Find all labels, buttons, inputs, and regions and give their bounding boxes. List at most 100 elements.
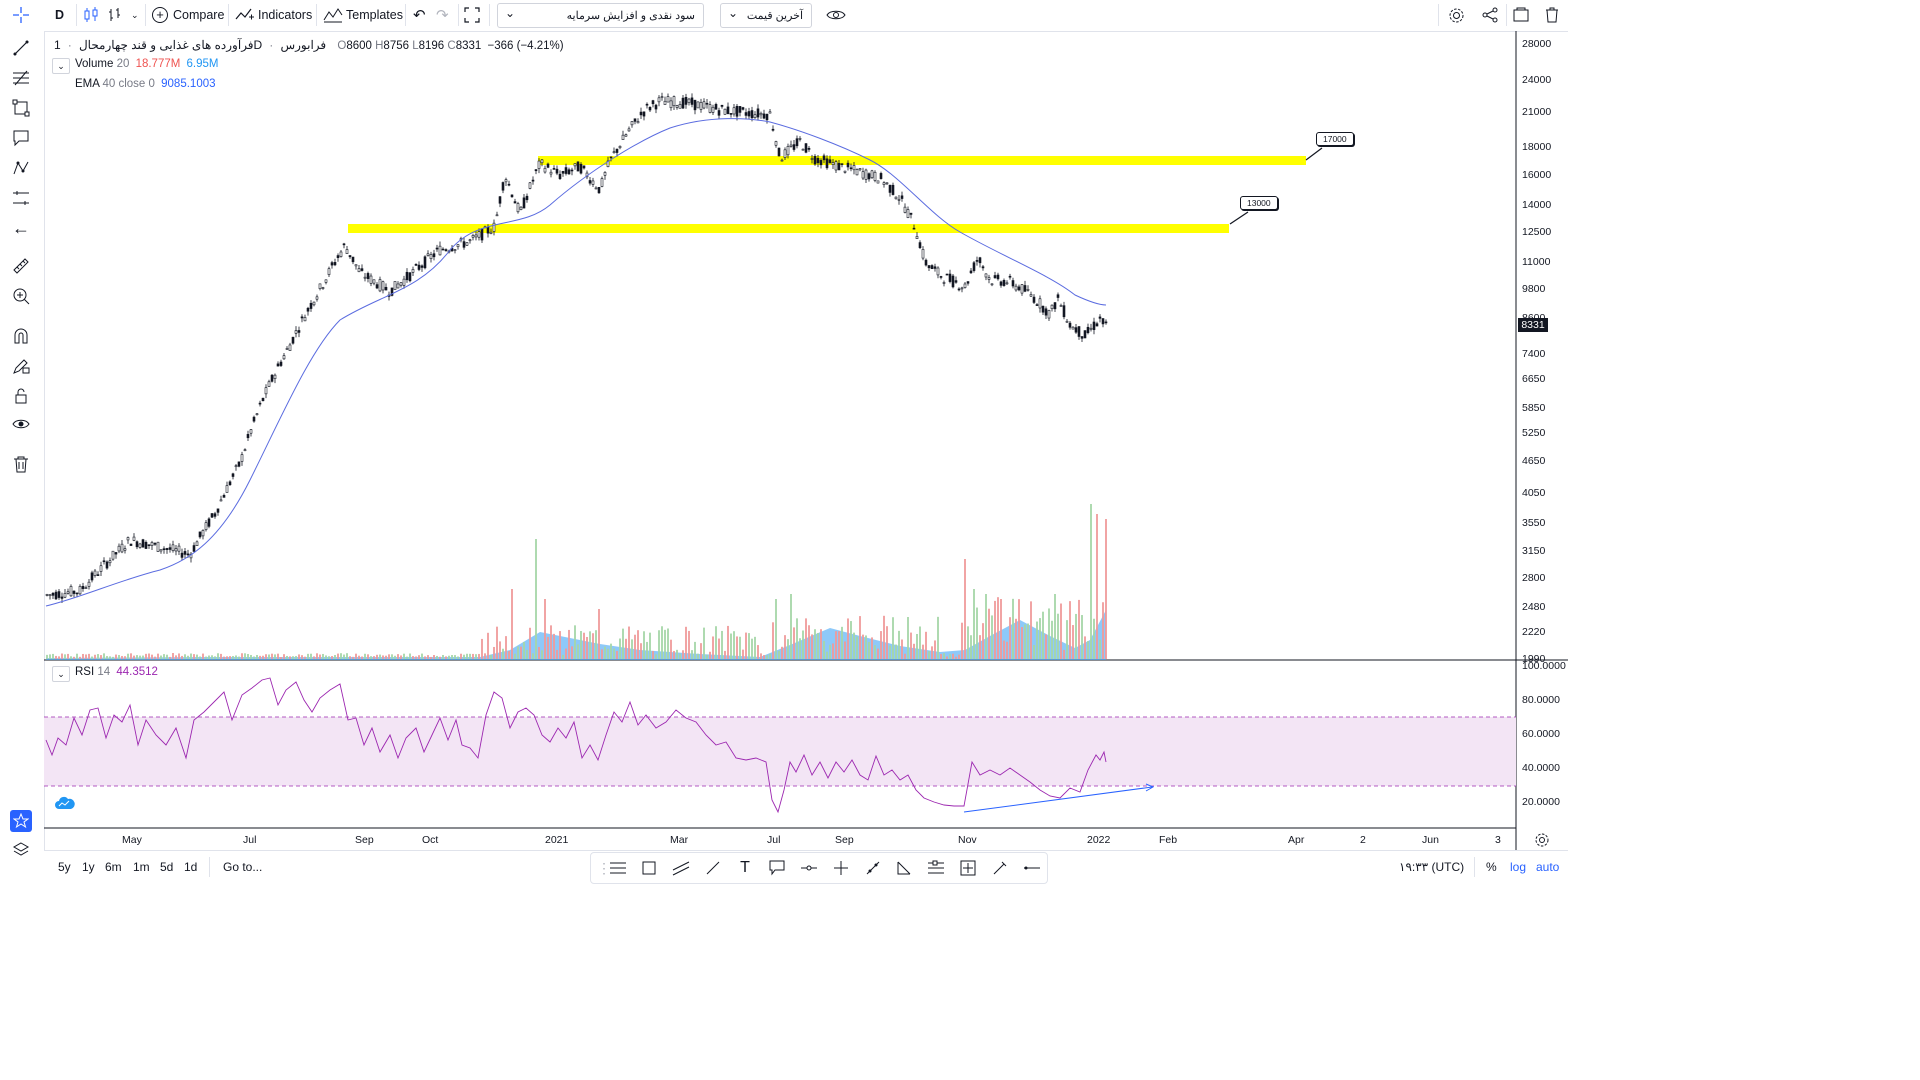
interval-button[interactable]: D <box>55 8 65 22</box>
fib-tool-icon[interactable] <box>10 67 32 89</box>
ruler-icon[interactable] <box>10 255 32 277</box>
range-1y[interactable]: 1y <box>82 860 95 874</box>
chevron-down-icon[interactable]: ⌄ <box>131 9 139 20</box>
candle-body <box>1086 326 1090 334</box>
eye-icon[interactable] <box>826 3 846 27</box>
rectangle-tool-icon[interactable] <box>10 97 32 119</box>
visibility-icon[interactable] <box>10 413 32 435</box>
candles-icon[interactable] <box>83 3 99 27</box>
range-1d[interactable]: 1d <box>184 860 198 874</box>
cross-line-icon[interactable] <box>830 857 852 879</box>
goto-button[interactable]: Go to... <box>223 860 263 874</box>
compare-button[interactable]: + Compare <box>152 3 224 27</box>
horizontal-lines-icon[interactable] <box>607 857 629 879</box>
zoom-in-icon[interactable] <box>10 285 32 307</box>
time-axis-label: Mar <box>670 834 689 846</box>
text-tool-icon[interactable]: T <box>740 859 750 876</box>
volume-bar <box>721 630 723 659</box>
timezone-clock[interactable]: ۱۹:۳۳ (UTC) <box>1399 860 1465 874</box>
chart-settings-icon[interactable] <box>1534 832 1550 851</box>
volume-bar <box>484 653 486 659</box>
symbol-legend: فرآورده های غذایی و قند چهارمحال · 1D · … <box>54 38 564 52</box>
fib-retracement-icon[interactable] <box>925 857 947 879</box>
screenshot-icon[interactable] <box>1513 3 1529 27</box>
cloud-logo-icon[interactable] <box>54 794 76 812</box>
collapse-legend-button[interactable]: ⌄ <box>52 58 70 74</box>
layers-icon[interactable] <box>10 839 32 861</box>
ema-legend[interactable]: EMA 40 close 0 9085.1003 <box>75 78 216 90</box>
line-icon[interactable] <box>702 857 724 879</box>
share-icon[interactable] <box>1482 3 1498 27</box>
magnet-icon[interactable] <box>10 325 32 347</box>
horizontal-ray-icon[interactable] <box>798 857 820 879</box>
auto-toggle[interactable]: auto <box>1536 860 1560 874</box>
crosshair-icon[interactable] <box>12 3 30 27</box>
candle-body <box>774 141 778 146</box>
candle-body <box>468 239 472 242</box>
settings-icon[interactable] <box>1448 3 1465 27</box>
volume-bar <box>151 654 153 659</box>
price-source-dropdown[interactable]: ⌄ آخرین قیمت <box>720 3 812 28</box>
level-17000-zone <box>538 156 1306 165</box>
candle-body <box>225 485 229 493</box>
redo-icon[interactable]: ↷ <box>436 7 449 24</box>
range-1m[interactable]: 1m <box>133 860 150 874</box>
range-6m[interactable]: 6m <box>105 860 122 874</box>
lock-icon[interactable] <box>10 385 32 407</box>
volume-legend[interactable]: Volume 20 18.777M 6.95M <box>75 58 219 70</box>
candle-body <box>195 541 199 546</box>
trend-line-tool-icon[interactable] <box>10 37 32 59</box>
pencil-lock-icon[interactable] <box>10 355 32 377</box>
volume-bar <box>304 656 306 659</box>
level-13000-callout[interactable]: 13000 <box>1240 196 1278 210</box>
level-17000-callout[interactable]: 17000 <box>1316 132 1354 146</box>
log-toggle[interactable]: log <box>1510 860 1527 874</box>
callout-icon[interactable] <box>766 857 788 879</box>
collapse-rsi-button[interactable]: ⌄ <box>52 666 70 682</box>
pattern-tool-icon[interactable] <box>10 157 32 179</box>
arrow-left-icon[interactable]: ← <box>12 217 30 238</box>
trash-icon[interactable] <box>1545 3 1559 27</box>
volume-bar <box>1078 599 1080 659</box>
text-note-tool-icon[interactable] <box>10 127 32 149</box>
templates-button[interactable]: Templates <box>323 3 403 27</box>
parallel-channel-icon[interactable] <box>670 857 692 879</box>
candle-body <box>672 96 676 107</box>
candle-body <box>507 183 511 186</box>
volume-bar <box>97 654 99 659</box>
percent-toggle[interactable]: % <box>1486 860 1497 874</box>
fullscreen-icon[interactable] <box>464 3 480 27</box>
dividend-dropdown[interactable]: ⌄ سود نقدی و افزایش سرمایه <box>497 3 704 28</box>
rsi-legend[interactable]: RSI 14 44.3512 <box>75 666 158 678</box>
symbol-name[interactable]: فرآورده های غذایی و قند چهارمحال <box>78 38 254 52</box>
volume-bar <box>412 656 414 659</box>
volume-bar <box>577 644 579 659</box>
volume-bar <box>286 655 288 659</box>
candle-body <box>1035 304 1039 306</box>
volume-bar <box>274 654 276 659</box>
candle-body <box>825 158 829 169</box>
indicators-button[interactable]: Indicators <box>235 3 312 27</box>
watchlist-star-icon[interactable] <box>10 810 32 832</box>
candle-body <box>192 545 196 552</box>
volume-bar <box>1069 601 1071 659</box>
candle-body <box>372 279 376 284</box>
forecast-tool-icon[interactable] <box>10 187 32 209</box>
volume-bar <box>1033 644 1035 659</box>
volume-bar <box>478 653 480 659</box>
remove-drawings-icon[interactable] <box>10 453 32 475</box>
volume-bar <box>856 636 858 659</box>
bar-chart-icon[interactable] <box>108 3 122 27</box>
triangle-icon[interactable] <box>893 857 915 879</box>
brush-icon[interactable] <box>989 857 1011 879</box>
rect-icon[interactable] <box>638 857 660 879</box>
candle-body <box>540 159 544 164</box>
measure-icon[interactable] <box>957 857 979 879</box>
undo-icon[interactable]: ↶ <box>413 7 426 24</box>
horizontal-line-icon[interactable] <box>1021 857 1043 879</box>
range-5y[interactable]: 5y <box>58 860 71 874</box>
ray-icon[interactable] <box>862 857 884 879</box>
range-5d[interactable]: 5d <box>160 860 174 874</box>
volume-bar <box>1039 618 1041 659</box>
drag-handle-icon[interactable]: ⋮ <box>597 859 611 876</box>
